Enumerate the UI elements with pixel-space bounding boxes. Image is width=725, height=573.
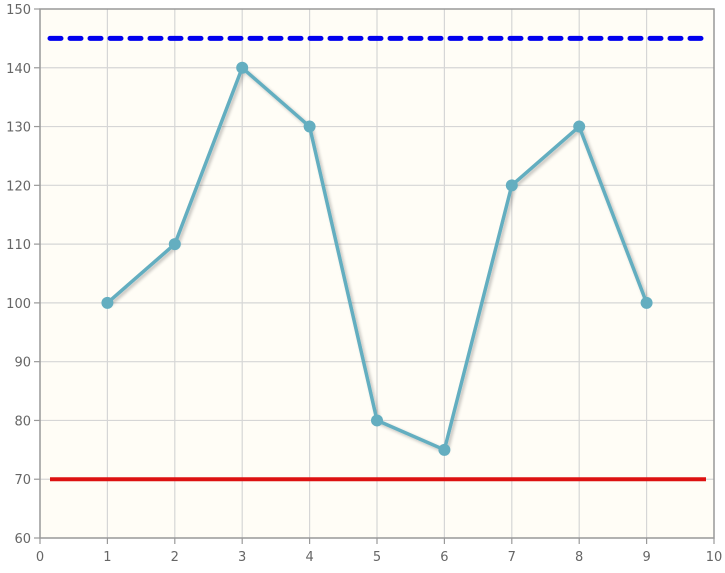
x-tick-label: 0	[36, 550, 44, 565]
data-point[interactable]	[371, 414, 383, 427]
y-tick-label: 60	[14, 532, 31, 547]
data-point[interactable]	[303, 120, 316, 133]
x-tick-label: 6	[440, 550, 448, 565]
y-axis-ticks: 60 70 80 90 100 110 120 130 140 150	[6, 3, 40, 547]
y-tick-label: 80	[14, 414, 31, 429]
data-point[interactable]	[236, 61, 249, 74]
y-tick-label: 140	[6, 62, 31, 77]
data-point[interactable]	[640, 296, 653, 309]
x-tick-label: 5	[373, 550, 381, 565]
x-tick-label: 7	[508, 550, 516, 565]
x-tick-label: 4	[305, 550, 313, 565]
y-tick-label: 150	[6, 3, 31, 18]
series-group	[101, 61, 653, 456]
x-tick-label: 9	[642, 550, 650, 565]
y-tick-label: 100	[6, 297, 31, 312]
y-tick-label: 130	[6, 121, 31, 136]
y-tick-label: 110	[6, 238, 31, 253]
y-tick-label: 120	[6, 179, 31, 194]
x-tick-label: 3	[238, 550, 246, 565]
data-point[interactable]	[168, 238, 181, 251]
x-tick-label: 1	[103, 550, 111, 565]
reference-lines	[47, 35, 709, 482]
data-point[interactable]	[101, 296, 114, 309]
data-point[interactable]	[438, 443, 451, 456]
x-tick-label: 10	[706, 550, 723, 565]
x-axis-ticks: 0 1 2 3 4 5 6 7 8 9 10	[36, 538, 722, 565]
data-point[interactable]	[505, 179, 518, 192]
data-point[interactable]	[573, 120, 586, 133]
plot-border	[39, 8, 715, 539]
grid	[40, 9, 714, 538]
y-tick-label: 90	[14, 356, 31, 371]
x-tick-label: 2	[171, 550, 179, 565]
x-tick-label: 8	[575, 550, 583, 565]
y-tick-label: 70	[14, 473, 31, 488]
